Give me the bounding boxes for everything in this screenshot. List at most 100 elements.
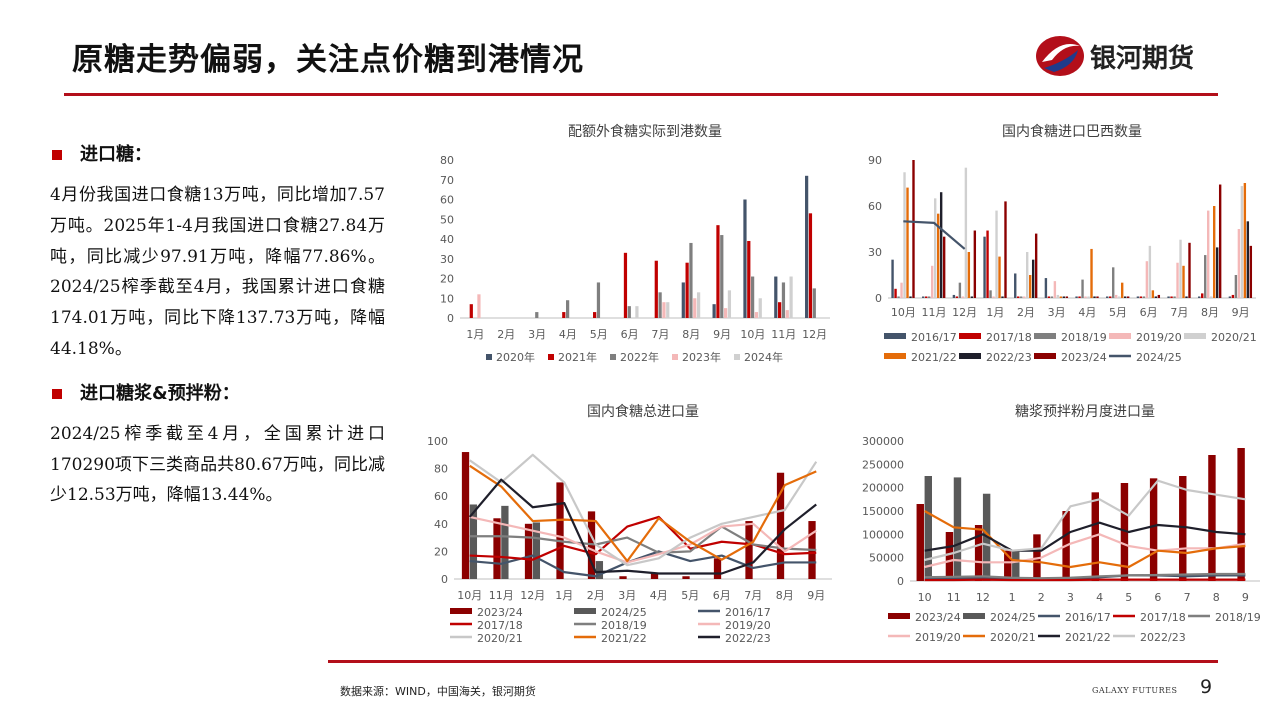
page-title: 原糖走势偏弱，关注点价糖到港情况 bbox=[72, 42, 584, 78]
bar bbox=[1106, 296, 1109, 298]
bar bbox=[989, 290, 992, 298]
bar bbox=[955, 296, 959, 298]
bar bbox=[1062, 296, 1066, 298]
y-tick-label: 30 bbox=[440, 253, 454, 266]
bar bbox=[461, 452, 470, 579]
bar bbox=[894, 288, 897, 298]
x-tick-label: 8月 bbox=[776, 589, 794, 602]
section-heading-text: 进口糖浆&预拌粉： bbox=[80, 382, 240, 404]
bar bbox=[983, 236, 986, 298]
y-tick-label: 20 bbox=[434, 545, 448, 558]
bar bbox=[1185, 296, 1188, 298]
x-tick-label: 6月 bbox=[713, 589, 731, 602]
bar bbox=[974, 525, 983, 581]
legend-swatch bbox=[963, 613, 985, 619]
bar bbox=[1014, 273, 1017, 298]
bar bbox=[696, 292, 701, 318]
bar bbox=[1210, 296, 1213, 298]
bar bbox=[727, 290, 732, 318]
y-tick-label: 0 bbox=[447, 312, 454, 325]
bar bbox=[912, 160, 915, 298]
legend-label: 2019/20 bbox=[915, 631, 961, 644]
x-tick-label: 9 bbox=[1242, 591, 1249, 604]
bar bbox=[781, 282, 786, 318]
bar bbox=[1078, 296, 1081, 298]
bar bbox=[1084, 296, 1087, 298]
x-tick-label: 9月 bbox=[1232, 306, 1250, 319]
bar bbox=[1090, 248, 1093, 298]
bar bbox=[1237, 448, 1245, 581]
x-tick-label: 11月 bbox=[922, 306, 947, 319]
bar bbox=[1145, 261, 1149, 298]
legend-label: 2024年 bbox=[744, 350, 783, 364]
bar bbox=[1087, 296, 1090, 298]
bar bbox=[1170, 296, 1173, 298]
chart-brazil-imports: 国内食糖进口巴西数量 0 30 60 90 10月 11月 12月 1月 2月 3月 4月 5月 6月 7月… bbox=[868, 123, 1257, 364]
header-divider bbox=[64, 93, 1218, 96]
legend-label: 2016/17 bbox=[1065, 611, 1111, 624]
x-tick-label: 1 bbox=[1009, 591, 1016, 604]
bar bbox=[1059, 296, 1063, 298]
bar bbox=[477, 294, 481, 318]
legend-label: 2021/22 bbox=[1065, 631, 1111, 644]
bar bbox=[1023, 296, 1026, 298]
legend-label: 2020/21 bbox=[1211, 331, 1257, 344]
y-tick-label: 70 bbox=[440, 174, 454, 187]
bar bbox=[922, 296, 925, 298]
y-tick-label: 80 bbox=[434, 463, 448, 476]
legend-label: 2021/22 bbox=[911, 351, 957, 364]
bar bbox=[747, 240, 751, 318]
bar bbox=[654, 260, 658, 318]
bar bbox=[1081, 279, 1084, 298]
y-tick-label: 30 bbox=[868, 246, 882, 259]
y-tick-label: 50 bbox=[440, 213, 454, 226]
bar bbox=[469, 304, 473, 318]
x-tick-label: 7月 bbox=[651, 328, 669, 341]
bar bbox=[532, 522, 541, 579]
bar bbox=[596, 282, 601, 318]
bar bbox=[1201, 293, 1204, 298]
bar bbox=[751, 276, 755, 318]
bar bbox=[906, 187, 909, 298]
footer-divider bbox=[328, 660, 1218, 663]
legend-label: 2017/18 bbox=[986, 331, 1032, 344]
x-tick-label: 3 bbox=[1067, 591, 1074, 604]
x-tick-label: 5月 bbox=[590, 328, 608, 341]
bar bbox=[1246, 221, 1250, 298]
bar bbox=[1215, 247, 1219, 298]
bar bbox=[1139, 296, 1143, 298]
bullet-square-icon bbox=[52, 150, 62, 160]
bar bbox=[662, 302, 666, 318]
bar bbox=[1118, 296, 1121, 298]
x-tick-label: 2月 bbox=[587, 589, 605, 602]
bar bbox=[1096, 296, 1099, 298]
bar bbox=[650, 573, 659, 579]
x-tick-label: 10月 bbox=[457, 589, 482, 602]
section-body-syrup-premix: 2024/25榨季截至4月，全国累计进口170290项下三类商品共80.67万吨… bbox=[50, 423, 385, 506]
x-tick-label: 4月 bbox=[1078, 306, 1096, 319]
bar bbox=[556, 482, 564, 579]
x-tick-label: 4 bbox=[1096, 591, 1103, 604]
y-tick-label: 90 bbox=[868, 154, 882, 167]
bar bbox=[1120, 483, 1129, 581]
series-line bbox=[924, 510, 1246, 569]
bar bbox=[1050, 296, 1054, 298]
bar bbox=[925, 296, 928, 298]
bar bbox=[562, 312, 566, 318]
bar bbox=[1249, 245, 1253, 298]
x-tick-label: 3月 bbox=[1048, 306, 1066, 319]
legend-swatch bbox=[486, 354, 492, 360]
legend-label: 2022/23 bbox=[725, 632, 771, 645]
legend-swatch bbox=[1109, 333, 1131, 339]
section-heading-import-sugar: 进口糖： bbox=[50, 138, 385, 172]
legend-swatch bbox=[450, 608, 472, 614]
series-line bbox=[468, 478, 817, 575]
chart-title: 配额外食糖实际到港数量 bbox=[568, 123, 722, 140]
bar bbox=[1017, 296, 1020, 298]
chart-title: 国内食糖总进口量 bbox=[587, 403, 699, 420]
footer-brand: GALAXY FUTURES bbox=[1092, 686, 1178, 695]
x-tick-label: 5月 bbox=[681, 589, 699, 602]
series-line bbox=[469, 453, 818, 567]
x-tick-label: 5月 bbox=[1109, 306, 1127, 319]
bar bbox=[724, 308, 728, 319]
